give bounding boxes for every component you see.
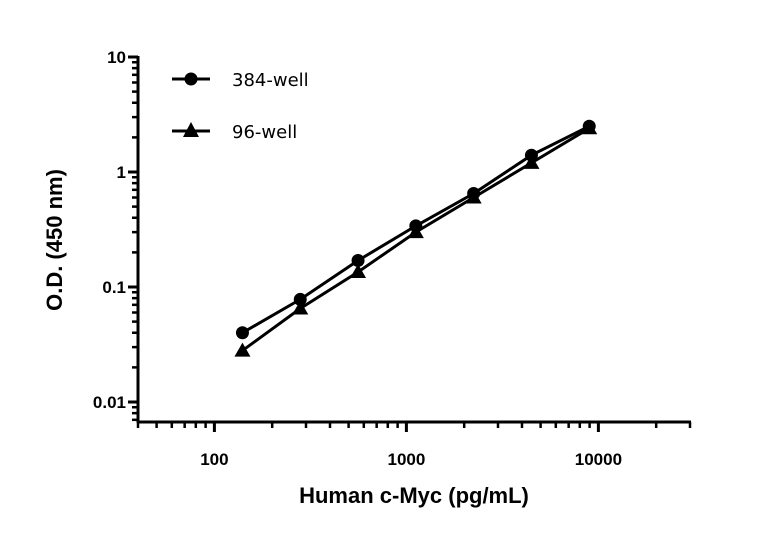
legend-circle-icon [184, 72, 198, 86]
legend-label-384: 384-well [232, 70, 309, 91]
x-tick-label: 100 [200, 450, 228, 469]
data-point-triangle [234, 342, 251, 357]
series-line-96-well [241, 126, 591, 352]
y-tick-label: 10 [107, 48, 126, 67]
data-point-triangle [407, 224, 424, 239]
legend-triangle-icon [183, 122, 199, 137]
x-tick-label: 10000 [575, 450, 622, 469]
data-point-circle [351, 253, 365, 267]
x-axis-title: Human c-Myc (pg/mL) [299, 483, 529, 508]
x-tick-label: 1000 [387, 450, 425, 469]
data-point-triangle [292, 300, 309, 315]
y-tick-label: 1 [117, 163, 126, 182]
data-point-triangle [350, 264, 367, 279]
y-tick-labels: 0.01 0.1 1 10 [93, 48, 126, 412]
legend: 384-well 96-well [172, 70, 309, 143]
x-tick-labels: 100 1000 10000 [200, 450, 622, 469]
axes [128, 55, 692, 432]
data-point-triangle [581, 120, 598, 135]
y-axis-title: O.D. (450 nm) [42, 169, 67, 311]
y-tick-label: 0.01 [93, 393, 126, 412]
y-tick-label: 0.1 [102, 278, 126, 297]
legend-label-96: 96-well [232, 122, 297, 143]
data-point-circle [235, 326, 249, 340]
data-point-triangle [523, 154, 540, 169]
plot-area [234, 119, 598, 357]
data-point-circle [293, 292, 307, 306]
data-point-triangle [465, 189, 482, 204]
